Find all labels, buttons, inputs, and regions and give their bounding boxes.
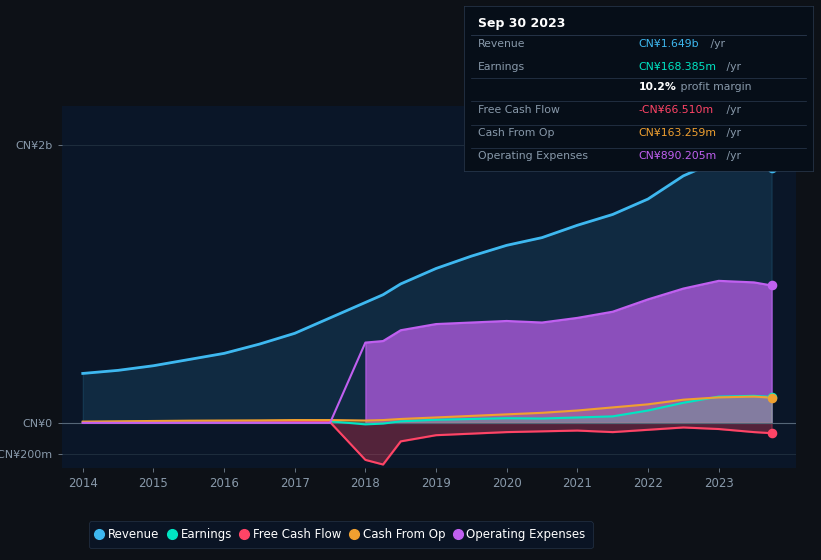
Point — [765, 393, 778, 402]
Text: CN¥163.259m: CN¥163.259m — [639, 128, 717, 138]
Text: Revenue: Revenue — [478, 39, 525, 49]
Point — [765, 393, 778, 402]
Text: Free Cash Flow: Free Cash Flow — [478, 105, 560, 115]
Point — [765, 281, 778, 290]
Text: Earnings: Earnings — [478, 62, 525, 72]
Text: /yr: /yr — [722, 62, 741, 72]
Text: Operating Expenses: Operating Expenses — [478, 151, 588, 161]
Text: /yr: /yr — [722, 105, 741, 115]
Legend: Revenue, Earnings, Free Cash Flow, Cash From Op, Operating Expenses: Revenue, Earnings, Free Cash Flow, Cash … — [89, 521, 593, 548]
Text: /yr: /yr — [722, 128, 741, 138]
Text: 10.2%: 10.2% — [639, 82, 677, 92]
Text: CN¥890.205m: CN¥890.205m — [639, 151, 717, 161]
Text: /yr: /yr — [708, 39, 726, 49]
Text: /yr: /yr — [722, 151, 741, 161]
Text: Cash From Op: Cash From Op — [478, 128, 554, 138]
Text: CN¥168.385m: CN¥168.385m — [639, 62, 717, 72]
Text: Sep 30 2023: Sep 30 2023 — [478, 17, 565, 30]
Point — [765, 429, 778, 438]
Text: profit margin: profit margin — [677, 82, 751, 92]
Text: -CN¥66.510m: -CN¥66.510m — [639, 105, 713, 115]
Point — [765, 164, 778, 173]
Text: CN¥1.649b: CN¥1.649b — [639, 39, 699, 49]
